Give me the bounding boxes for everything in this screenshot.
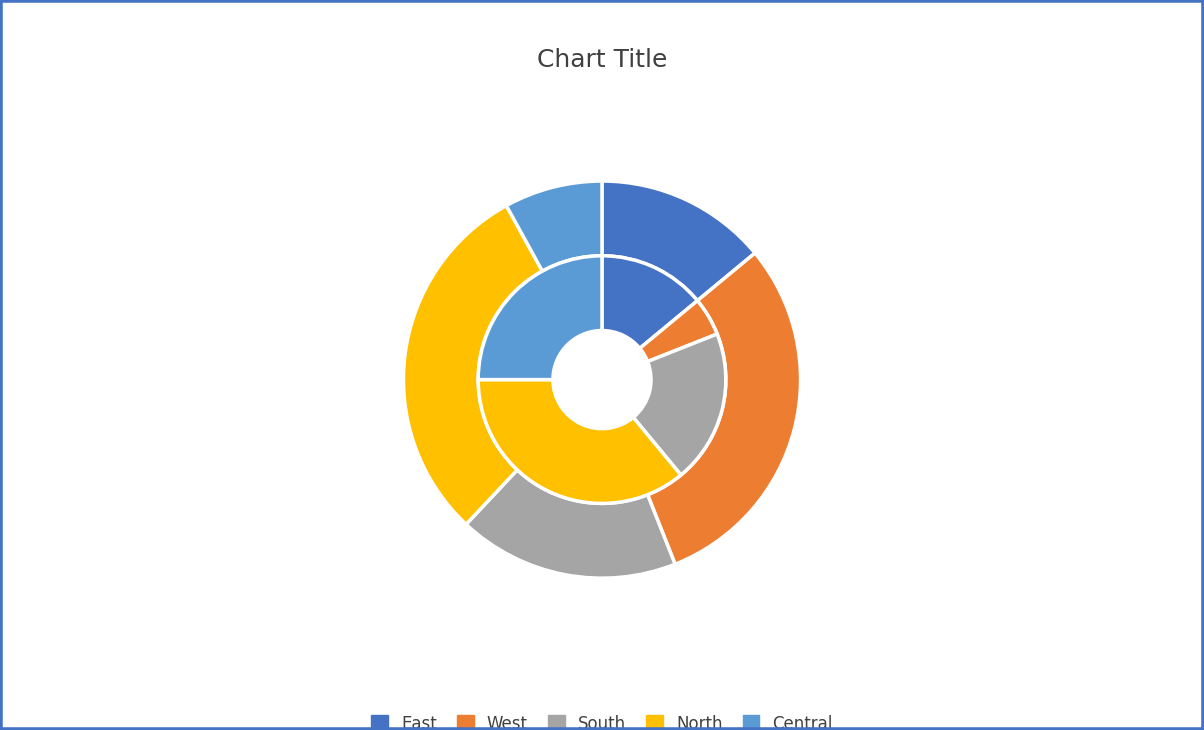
Wedge shape [633,334,726,475]
Wedge shape [403,206,542,524]
Wedge shape [507,181,602,271]
Wedge shape [648,253,801,564]
Wedge shape [466,470,675,578]
Wedge shape [602,255,697,348]
Wedge shape [602,181,755,301]
Wedge shape [478,380,681,504]
Wedge shape [639,301,718,361]
Wedge shape [478,255,602,380]
Legend: East, West, South, North, Central: East, West, South, North, Central [365,708,839,730]
Title: Chart Title: Chart Title [537,47,667,72]
